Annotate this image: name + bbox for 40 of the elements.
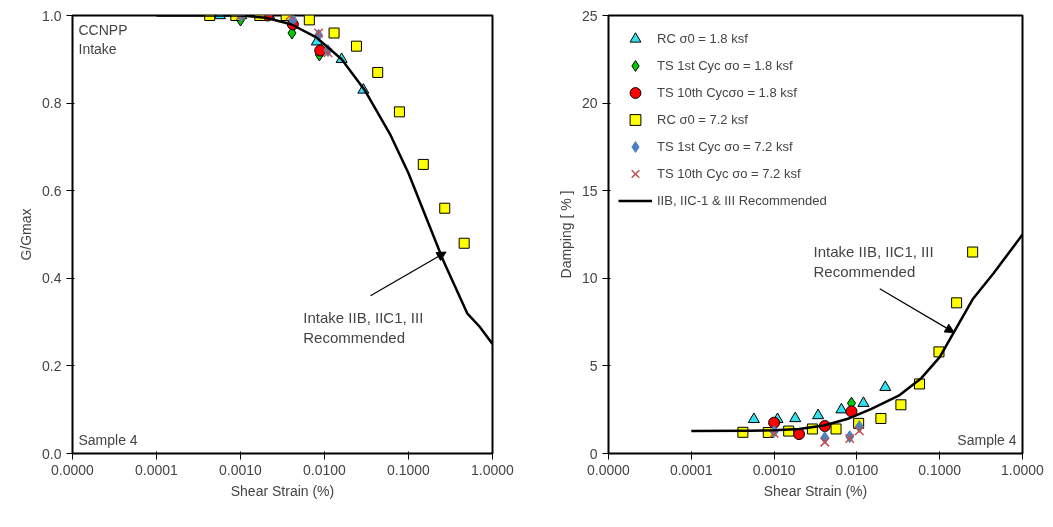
x-tick-label: 0.1000 (918, 461, 962, 478)
y-tick-label: 5 (589, 357, 598, 374)
x-tick-label: 0.0100 (303, 461, 347, 478)
legend-label: TS 10th Cyc σo = 7.2 ksf (657, 165, 801, 183)
x-tick-label: 0.0010 (219, 461, 263, 478)
y-tick-label: 10 (581, 270, 598, 287)
x-tick-label: 0.0010 (752, 461, 796, 478)
y-tick-label: 15 (581, 182, 598, 199)
annotation: Sample 4 (78, 431, 138, 448)
x-tick-label: 0.0000 (51, 461, 95, 478)
legend-label: TS 1st Cyc σo = 1.8 ksf (657, 57, 793, 75)
y-tick-label: 0.4 (42, 270, 62, 287)
x-tick-label: 0.0100 (835, 461, 879, 478)
y-tick-label: 0.0 (42, 445, 62, 462)
x-tick-label: 0.0001 (135, 461, 179, 478)
y-axis-title: G/Gmax (18, 208, 35, 261)
legend-label: RC σ0 = 7.2 ksf (657, 111, 748, 129)
x-tick-label: 0.0001 (669, 461, 713, 478)
legend-label: IIB, IIC-1 & III Recommended (657, 192, 827, 210)
y-tick-label: 20 (581, 95, 598, 112)
annotation: Intake IIB, IIC1, III Recommended (303, 308, 424, 347)
x-axis-title: Shear Strain (%) (763, 482, 868, 499)
y-tick-label: 0.2 (42, 357, 62, 374)
legend-label: TS 10th Cycσo = 1.8 ksf (657, 84, 797, 102)
y-axis-title: Damping [ % ] (557, 190, 574, 279)
annotation: CCNPP Intake (78, 21, 128, 57)
y-tick-label: 25 (581, 7, 598, 24)
legend-label: RC σ0 = 1.8 ksf (657, 30, 748, 48)
x-tick-label: 0.1000 (387, 461, 431, 478)
annotation: Intake IIB, IIC1, III Recommended (813, 242, 934, 281)
y-tick-label: 0 (589, 445, 598, 462)
x-tick-label: 1.0000 (1001, 461, 1045, 478)
x-axis-title: Shear Strain (%) (230, 482, 335, 499)
y-tick-label: 0.6 (42, 182, 62, 199)
y-tick-label: 0.8 (42, 95, 62, 112)
x-tick-label: 1.0000 (471, 461, 515, 478)
x-tick-label: 0.0000 (587, 461, 631, 478)
annotation: Sample 4 (957, 431, 1017, 448)
legend-label: TS 1st Cyc σo = 7.2 ksf (657, 138, 793, 156)
y-tick-label: 1.0 (42, 7, 62, 24)
